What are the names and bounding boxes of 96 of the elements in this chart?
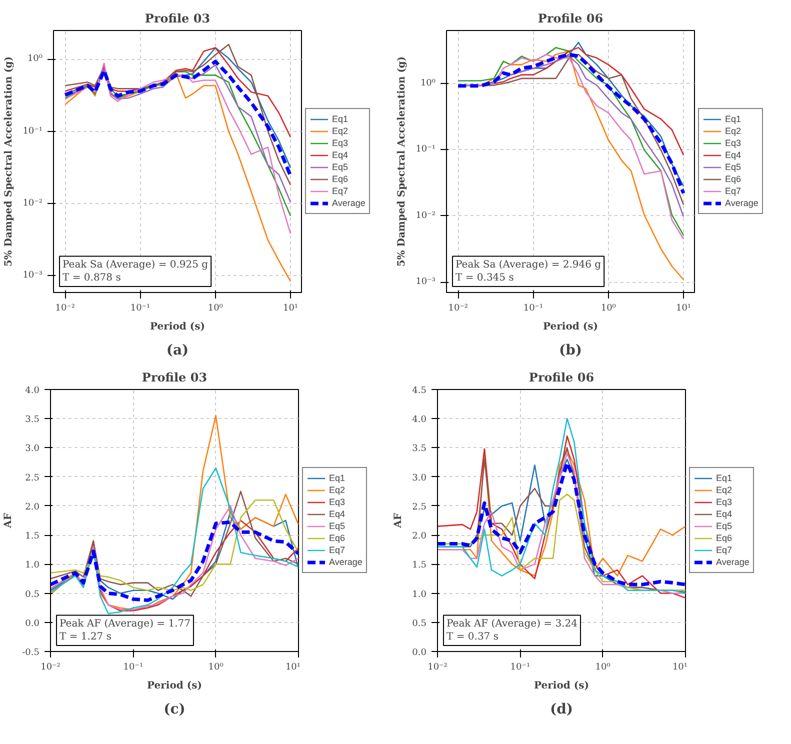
legend-label: Eq5 [332,161,350,173]
legend-label: Eq7 [329,544,346,556]
y-tick-label: 10⁻² [22,198,43,208]
annotation: Peak Sa (Average) = 2.946 g T = 0.345 s [456,259,602,284]
legend-label: Eq4 [716,508,734,520]
x-tick-label: 10⁰ [600,304,616,314]
y-tick-label: 2.0 [412,532,427,542]
y-tick-label: 1.5 [412,560,427,571]
y-tick-label: 0.5 [412,618,427,629]
x-tick-label: 10⁰ [208,304,224,314]
y-tick-label: 0.0 [25,618,40,629]
y-tick-label: 4.5 [412,386,427,396]
y-tick-label: 4.0 [412,415,427,426]
y-axis-title: AF [3,513,14,529]
chart-title: Profile 06 [528,370,594,384]
x-tick-label: 10¹ [282,304,298,314]
x-tick-label: 10⁻¹ [130,304,150,314]
legend-label: Eq2 [329,484,346,496]
legend-label: Eq2 [332,125,350,137]
y-tick-label: 3.5 [412,444,427,454]
legend-label: Eq6 [329,532,346,544]
y-tick-label: 10⁻¹ [22,126,42,136]
y-tick-label: 3.0 [25,444,40,454]
y-axis-title: 5% Damped Spectral Acceleration (g) [4,56,15,267]
y-tick-label: 0.5 [25,590,40,600]
legend-label: Eq6 [716,532,734,544]
y-tick-label: -0.5 [22,648,40,658]
y-axis-title: AF [393,513,404,529]
legend-label: Eq5 [329,520,346,532]
legend-label: Eq7 [332,185,350,197]
chart-title: Profile 06 [538,12,604,26]
y-tick-label: 10⁻³ [22,270,43,280]
y-tick-label: 10⁻² [416,210,436,221]
x-tick-label: 10⁻² [40,662,61,672]
x-tick-label: 10⁰ [208,662,224,672]
y-tick-label: 2.5 [412,502,427,512]
legend-label: Eq5 [716,520,734,532]
x-axis-title: Period (s) [543,322,598,332]
y-tick-label: 3.5 [25,415,40,426]
legend-label: Eq1 [716,472,734,484]
y-tick-label: 10⁰ [420,78,436,88]
annotation: Peak Sa (Average) = 0.925 g T = 0.878 s [62,259,209,284]
y-tick-label: 10⁻³ [416,277,436,288]
y-tick-label: 1.0 [25,560,40,571]
legend-label: Eq1 [725,113,742,125]
x-axis-title: Period (s) [150,322,205,332]
legend-label: Eq2 [725,125,742,137]
y-tick-label: 0.0 [412,648,427,658]
legend-label: Eq7 [725,185,742,197]
legend-label: Eq1 [329,472,346,484]
legend-label: Eq6 [725,173,742,185]
x-tick-label: 10⁻² [55,304,76,314]
legend-label: Eq6 [332,173,350,185]
x-axis-title: Period (s) [534,680,589,692]
text: (a) [166,342,189,358]
legend-label: Eq3 [329,496,346,508]
x-tick-label: 10⁻¹ [123,662,144,672]
text: (d) [550,702,574,718]
x-tick-label: 10⁻² [428,662,448,672]
legend-label: Average [332,197,366,209]
annotation: Peak AF (Average) = 1.77 T = 1.27 s [60,618,190,642]
legend-label: Eq3 [332,137,350,149]
legend-label: Average [716,556,750,568]
y-tick-label: 4.0 [25,386,40,396]
y-tick-label: 10⁻¹ [416,144,436,155]
annotation: Peak AF (Average) = 3.24 T = 0.37 s [446,618,578,642]
x-tick-label: 10¹ [672,662,688,672]
y-tick-label: 2.0 [25,502,40,512]
x-tick-label: 10⁻¹ [510,662,530,672]
y-tick-label: 1.0 [412,590,427,600]
x-tick-label: 10¹ [285,662,300,672]
legend-label: Eq7 [716,544,734,556]
text: (b) [558,342,582,358]
legend-label: Eq1 [332,113,350,125]
legend-label: Average [329,556,362,568]
x-tick-label: 10⁻² [448,304,468,314]
x-tick-label: 10⁰ [595,662,611,672]
legend-label: Eq4 [332,149,350,161]
chart-title: Profile 03 [144,12,210,26]
x-tick-label: 10¹ [676,304,692,314]
x-axis-title: Period (s) [147,680,202,692]
legend-label: Average [725,197,758,209]
chart-title: Profile 03 [142,370,208,384]
legend-label: Eq4 [329,508,346,520]
text: (c) [164,702,186,718]
legend-label: Eq3 [725,137,742,149]
legend-label: Eq5 [725,161,742,173]
legend-label: Eq4 [725,149,742,161]
y-tick-label: 2.5 [25,473,40,484]
legend-label: Eq2 [716,484,734,496]
y-tick-label: 1.5 [25,532,40,542]
y-axis-title: 5% Damped Spectral Acceleration (g) [396,56,408,267]
y-tick-label: 10⁰ [27,54,43,64]
legend-label: Eq3 [716,496,734,508]
x-tick-label: 10⁻¹ [523,304,544,314]
y-tick-label: 3.0 [412,473,427,484]
